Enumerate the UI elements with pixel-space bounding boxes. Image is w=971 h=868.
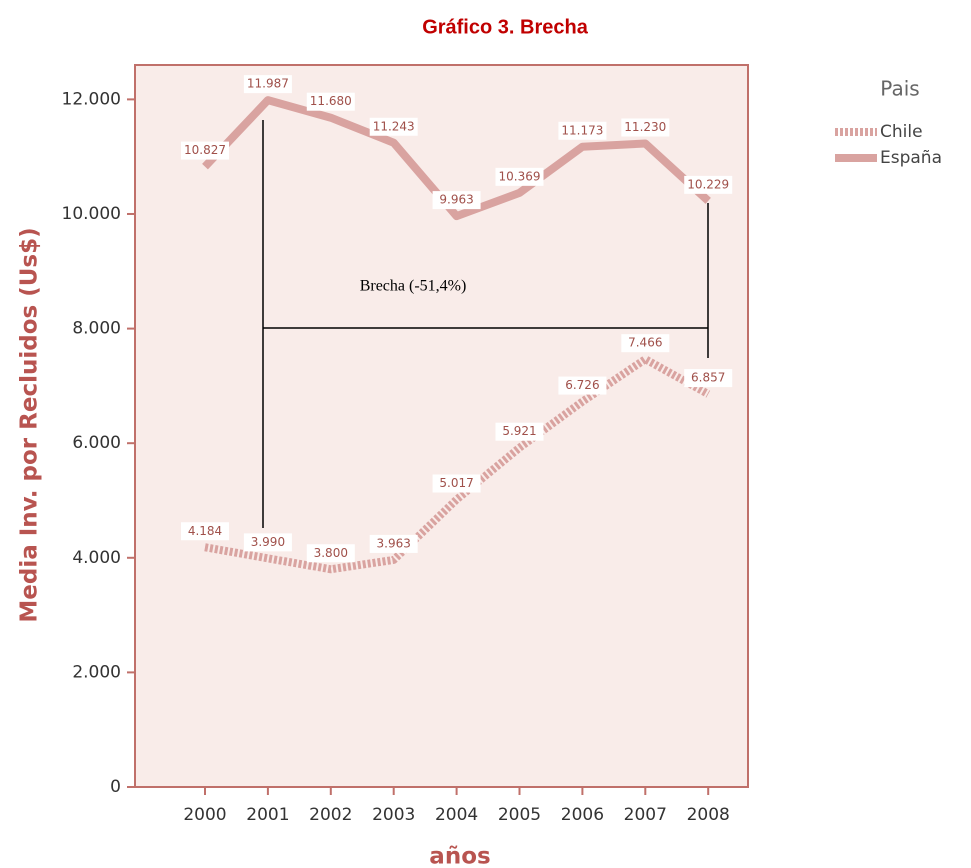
plot: 0 2.000 4.000 6.000 8.000 10.000 12.000 2000 200… [62, 75, 733, 825]
value-label: 5.921 [502, 424, 536, 438]
gap-bracket [262, 120, 709, 528]
y-tick-label: 4.000 [72, 548, 121, 568]
x-tick-label: 2004 [435, 805, 478, 825]
chart-title: Gráfico 3. Brecha [422, 16, 589, 38]
value-label: 10.229 [687, 177, 729, 191]
y-tick-label: 6.000 [72, 433, 121, 453]
x-tick-label: 2001 [246, 805, 289, 825]
y-tick-label: 12.000 [62, 89, 121, 109]
x-tick-label: 2002 [309, 805, 352, 825]
legend-title: Pais [880, 77, 919, 101]
y-tick-label: 10.000 [62, 204, 121, 224]
series-line [202, 96, 711, 221]
value-label-box [369, 117, 418, 136]
legend-label: Chile [880, 122, 923, 142]
x-tick-label: 2003 [372, 805, 415, 825]
value-label-box [181, 522, 229, 541]
series-line [204, 355, 711, 574]
value-label: 3.800 [314, 546, 348, 560]
y-tick-label: 8.000 [72, 319, 121, 339]
value-label: 11.987 [247, 77, 289, 91]
value-label: 5.017 [439, 476, 473, 490]
plot-area [134, 64, 749, 788]
value-label: 3.990 [251, 535, 285, 549]
x-tick-label: 2006 [561, 805, 604, 825]
value-label: 11.680 [310, 94, 352, 108]
legend-label: España [880, 148, 942, 168]
value-label: 11.230 [624, 120, 666, 134]
value-label-box [306, 544, 355, 563]
value-label-box [369, 534, 418, 553]
value-label-box [558, 376, 607, 395]
value-label-box [684, 369, 733, 388]
x-tick-label: 2008 [687, 805, 730, 825]
value-label-box [181, 141, 229, 160]
value-label: 6.857 [691, 371, 725, 385]
value-label: 7.466 [628, 336, 662, 350]
value-label: 6.726 [565, 378, 599, 392]
value-label-box [243, 533, 292, 552]
value-label-box [621, 118, 670, 137]
x-tick-label: 2005 [498, 805, 541, 825]
legend: Chile España [835, 122, 942, 168]
x-tick-label: 2000 [183, 805, 226, 825]
x-tick-label: 2007 [624, 805, 667, 825]
value-label: 3.963 [377, 536, 411, 550]
value-label: 11.173 [561, 123, 603, 137]
x-axis-label: años [429, 844, 490, 868]
y-tick-label: 0 [110, 777, 121, 797]
value-label-box [243, 75, 292, 94]
value-label-box [621, 334, 670, 353]
value-label-box [432, 474, 481, 493]
value-label-box [432, 191, 481, 210]
value-label: 10.369 [499, 169, 541, 183]
value-label-box [495, 422, 544, 441]
y-tick-label: 2.000 [72, 662, 121, 682]
value-label-box [558, 121, 607, 140]
annotation: Brecha (-51,4%) [360, 278, 467, 295]
value-label-box [306, 92, 355, 111]
y-axis-label: Media Inv. por Recluidos (Us$) [17, 227, 43, 622]
value-label: 11.243 [373, 119, 415, 133]
value-label: 9.963 [439, 193, 473, 207]
value-label: 10.827 [184, 143, 226, 157]
value-label-box [495, 167, 544, 186]
value-label-box [684, 175, 733, 194]
value-label: 4.184 [188, 524, 222, 538]
